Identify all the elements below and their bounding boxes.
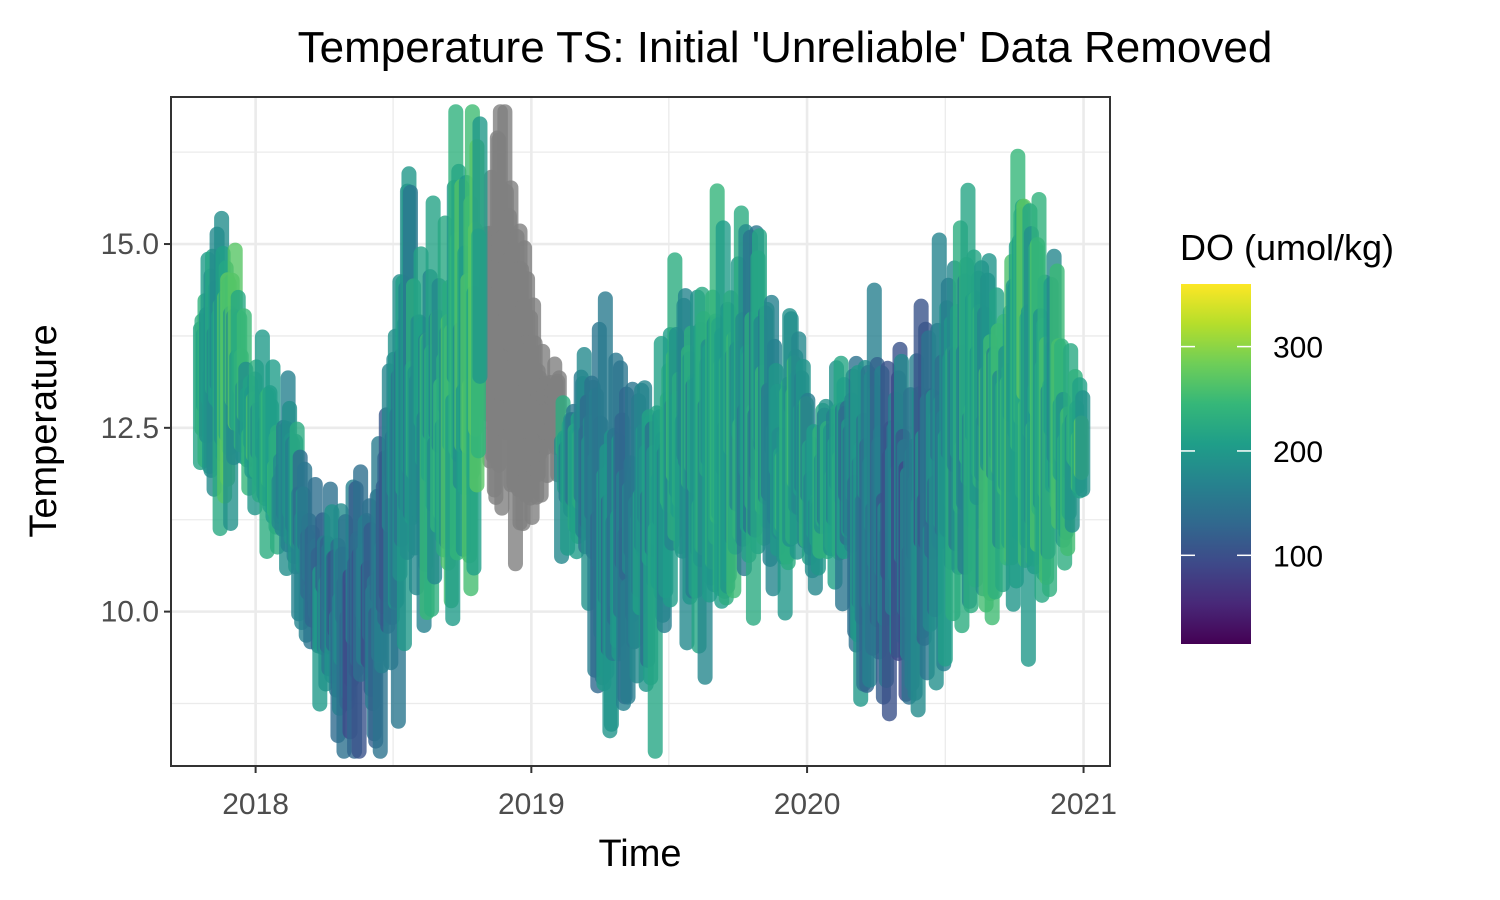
x-tick-label: 2021 bbox=[1050, 788, 1117, 821]
y-tick-label: 10.0 bbox=[101, 596, 159, 629]
x-axis: 2018 2019 2020 2021 bbox=[222, 766, 1117, 821]
colorbar bbox=[1181, 284, 1251, 644]
y-axis-title: Temperature bbox=[23, 324, 65, 537]
unreliable-points bbox=[474, 104, 567, 572]
colorbar-tick-label: 300 bbox=[1273, 332, 1323, 365]
y-tick-label: 12.5 bbox=[101, 412, 159, 445]
legend-title: DO (umol/kg) bbox=[1180, 227, 1394, 268]
chart-title: Temperature TS: Initial 'Unreliable' Dat… bbox=[298, 23, 1273, 72]
x-tick-label: 2020 bbox=[774, 788, 841, 821]
legend: DO (umol/kg) 100 200 300 bbox=[1180, 227, 1394, 644]
colorbar-ticks: 100 200 300 bbox=[1181, 332, 1323, 573]
colorbar-tick-label: 200 bbox=[1273, 436, 1323, 469]
colorbar-tick-label: 100 bbox=[1273, 540, 1323, 573]
plot-panel bbox=[170, 96, 1111, 767]
y-tick-label: 15.0 bbox=[101, 228, 159, 261]
x-tick-label: 2018 bbox=[222, 788, 289, 821]
data-points bbox=[192, 104, 1091, 759]
x-axis-title: Time bbox=[598, 833, 681, 875]
x-tick-label: 2019 bbox=[498, 788, 565, 821]
y-axis: 10.0 12.5 15.0 bbox=[101, 228, 171, 629]
panel-border bbox=[170, 96, 1111, 767]
